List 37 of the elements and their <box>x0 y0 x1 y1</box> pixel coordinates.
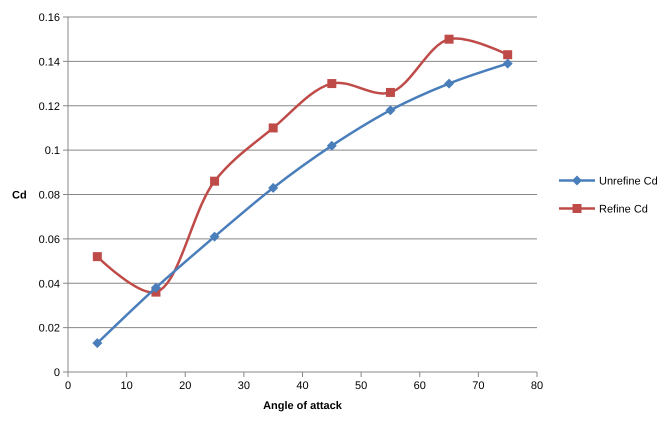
x-tick-label: 10 <box>120 380 133 392</box>
y-tick-label: 0.04 <box>38 278 60 290</box>
point <box>327 79 336 88</box>
y-tick-label: 0.14 <box>38 56 60 68</box>
point <box>268 123 278 132</box>
legend-label: Unrefine Cd <box>599 176 658 188</box>
x-tick-label: 50 <box>355 380 368 392</box>
x-tick-label: 60 <box>414 380 426 392</box>
x-tick-label: 80 <box>530 380 544 392</box>
point <box>92 252 102 262</box>
legend-label: Refine Cd <box>599 204 648 216</box>
point <box>385 105 396 116</box>
y-tick-label: 0.16 <box>38 12 60 24</box>
point <box>386 88 395 97</box>
point <box>92 338 102 348</box>
y-tick-label: 0 <box>54 367 60 379</box>
x-tick-label: 30 <box>238 380 250 392</box>
point <box>268 182 278 193</box>
point <box>503 50 512 60</box>
point <box>210 232 220 242</box>
point <box>326 140 337 151</box>
point <box>502 58 513 69</box>
point <box>444 34 454 44</box>
y-tick-label: 0.1 <box>44 145 60 158</box>
x-tick-label: 40 <box>296 380 309 392</box>
y-tick-label: 0.06 <box>38 234 60 246</box>
y-axis-title: Cd <box>12 190 27 202</box>
y-tick-label: 0.02 <box>38 322 60 335</box>
point <box>150 282 161 293</box>
y-tick-label: 0.12 <box>38 100 60 113</box>
point <box>444 78 454 89</box>
x-tick-label: 70 <box>472 380 484 392</box>
point <box>210 176 220 186</box>
x-tick-label: 0 <box>64 380 72 392</box>
x-tick-label: 20 <box>179 380 192 392</box>
x-axis-title: Angle of attack <box>263 400 343 412</box>
y-tick-label: 0.08 <box>38 190 60 202</box>
